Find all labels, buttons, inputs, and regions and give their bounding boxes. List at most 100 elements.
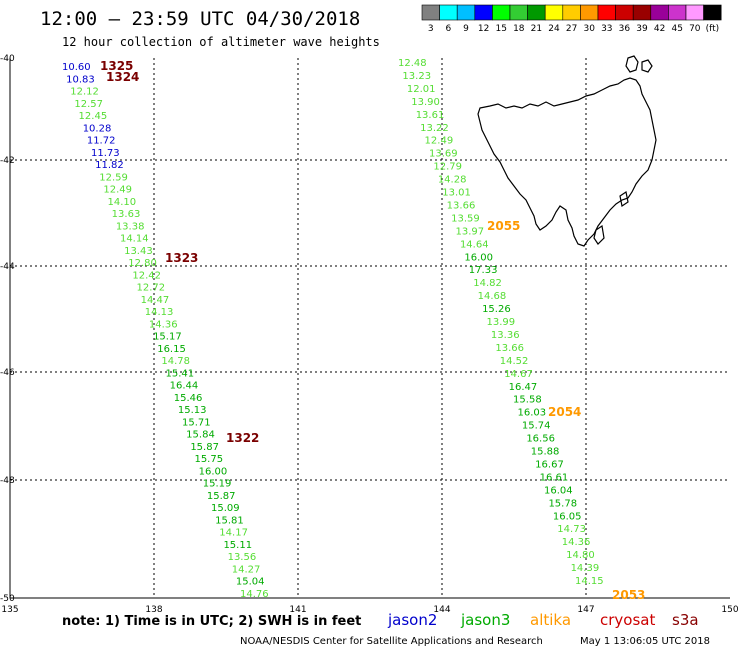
- legend-label: 39: [636, 24, 648, 34]
- swh-value: 13.99: [487, 317, 516, 328]
- swh-value: 15.74: [522, 421, 551, 432]
- satellite-name: jason3: [460, 611, 510, 629]
- swh-value: 14.36: [562, 537, 591, 548]
- swh-value: 13.01: [442, 188, 471, 199]
- track-time-label: 1323: [165, 251, 198, 265]
- island-north: [625, 55, 639, 73]
- swh-value: 14.36: [149, 319, 178, 330]
- legend-label: 9: [463, 24, 469, 34]
- legend-label: 3: [428, 24, 434, 34]
- swh-value: 12.59: [99, 172, 128, 183]
- swh-value: 13.22: [420, 123, 449, 134]
- legend-swatch: [668, 4, 687, 21]
- swh-value: 15.87: [207, 491, 236, 502]
- swh-value: 16.04: [544, 485, 573, 496]
- color-legend: 3 6 9 12 15 18 21 24 27 30 33 36 39 42 45 70 (ft): [421, 4, 722, 34]
- legend-label: 33: [601, 24, 612, 34]
- swh-value: 14.80: [566, 550, 595, 561]
- legend-label: (ft): [706, 24, 720, 34]
- swh-value: 14.67: [504, 369, 533, 380]
- swh-value: 14.13: [145, 307, 174, 318]
- map-title: 12:00 — 23:59 UTC 04/30/2018: [40, 8, 360, 30]
- legend-swatch: [544, 4, 564, 21]
- swh-value: 12.79: [433, 162, 462, 173]
- swh-value: 13.38: [116, 221, 145, 232]
- swh-value: 13.90: [411, 97, 440, 108]
- legend-swatch: [474, 4, 493, 21]
- swh-value: 10.60: [62, 62, 91, 73]
- legend-label: 24: [548, 24, 560, 34]
- track-time-label: 2053: [612, 588, 645, 602]
- swh-value: 13.69: [429, 149, 458, 160]
- swh-value: 15.84: [186, 430, 215, 441]
- map-subtitle: 12 hour collection of altimeter wave hei…: [62, 35, 380, 49]
- tasmania-coastline: [477, 55, 657, 247]
- legend-label: 21: [531, 24, 542, 34]
- swh-value: 14.64: [460, 239, 489, 250]
- swh-value: 14.82: [473, 278, 502, 289]
- swh-value: 14.73: [557, 524, 586, 535]
- footer-note: note: 1) Time is in UTC; 2) SWH is in fe…: [62, 614, 361, 629]
- swh-value: 15.17: [153, 332, 182, 343]
- track-east: 12.48 13.23 12.01 13.90 13.61 13.22 12.49 13.69…: [398, 58, 645, 602]
- lat-tick-label: -42: [0, 156, 15, 166]
- legend-swatch: [456, 4, 476, 21]
- swh-value: 14.52: [500, 356, 529, 367]
- swh-value: 15.11: [223, 540, 252, 551]
- swh-value: 11.72: [87, 136, 116, 147]
- lat-tick-label: -50: [0, 594, 15, 604]
- footer-credit: NOAA/NESDIS Center for Satellite Applica…: [240, 636, 543, 647]
- swh-value: 12.57: [74, 99, 103, 110]
- legend-label: 45: [671, 24, 682, 34]
- swh-value: 14.47: [141, 295, 170, 306]
- swh-value: 10.83: [66, 74, 95, 85]
- satellite-name: cryosat: [600, 611, 655, 629]
- swh-value: 13.56: [228, 552, 257, 563]
- swh-value: 16.15: [157, 344, 186, 355]
- swh-value: 15.04: [236, 577, 265, 588]
- track-time-label: 2054: [548, 405, 581, 419]
- island-northeast: [641, 59, 653, 73]
- lon-tick-label: 144: [433, 605, 450, 615]
- graticule: [10, 58, 730, 598]
- legend-swatch: [685, 4, 704, 21]
- swh-value: 16.61: [540, 472, 569, 483]
- legend-label: 18: [513, 24, 525, 34]
- swh-value: 16.67: [535, 459, 564, 470]
- swh-value: 17.33: [469, 265, 498, 276]
- legend-swatch: [421, 4, 440, 21]
- legend-label: 42: [654, 24, 665, 34]
- legend-swatch: [580, 4, 599, 21]
- swh-value: 14.27: [232, 564, 261, 575]
- swh-value: 11.73: [91, 148, 120, 159]
- island-bruny: [593, 224, 605, 245]
- swh-value: 12.42: [132, 270, 161, 281]
- swh-value: 13.43: [124, 246, 153, 257]
- legend-swatch: [632, 4, 652, 21]
- swh-value: 16.56: [526, 434, 555, 445]
- lon-tick-label: 147: [577, 605, 594, 615]
- swh-value: 13.23: [402, 71, 431, 82]
- legend-label: 6: [446, 24, 452, 34]
- swh-value: 13.36: [491, 330, 520, 341]
- satellite-legend: jason2 jason3 altika cryosat s3a: [387, 611, 699, 629]
- legend-label: 36: [619, 24, 631, 34]
- swh-value: 12.45: [79, 111, 108, 122]
- lat-tick-label: -44: [0, 262, 15, 272]
- swh-value: 12.48: [398, 58, 427, 69]
- legend-swatch: [615, 4, 634, 21]
- swh-value: 13.66: [447, 200, 476, 211]
- swh-value: 15.58: [513, 395, 542, 406]
- legend-label: 15: [495, 24, 506, 34]
- tasmania-outline: [477, 77, 657, 247]
- swh-value: 16.47: [509, 382, 538, 393]
- swh-value: 13.66: [495, 343, 524, 354]
- lon-tick-label: 135: [1, 605, 18, 615]
- swh-value: 12.12: [70, 87, 99, 98]
- swh-value: 14.14: [120, 234, 149, 245]
- swh-value: 14.17: [219, 528, 248, 539]
- swh-value: 15.13: [178, 405, 207, 416]
- swh-value: 14.39: [571, 563, 600, 574]
- swh-value: 14.15: [575, 576, 604, 587]
